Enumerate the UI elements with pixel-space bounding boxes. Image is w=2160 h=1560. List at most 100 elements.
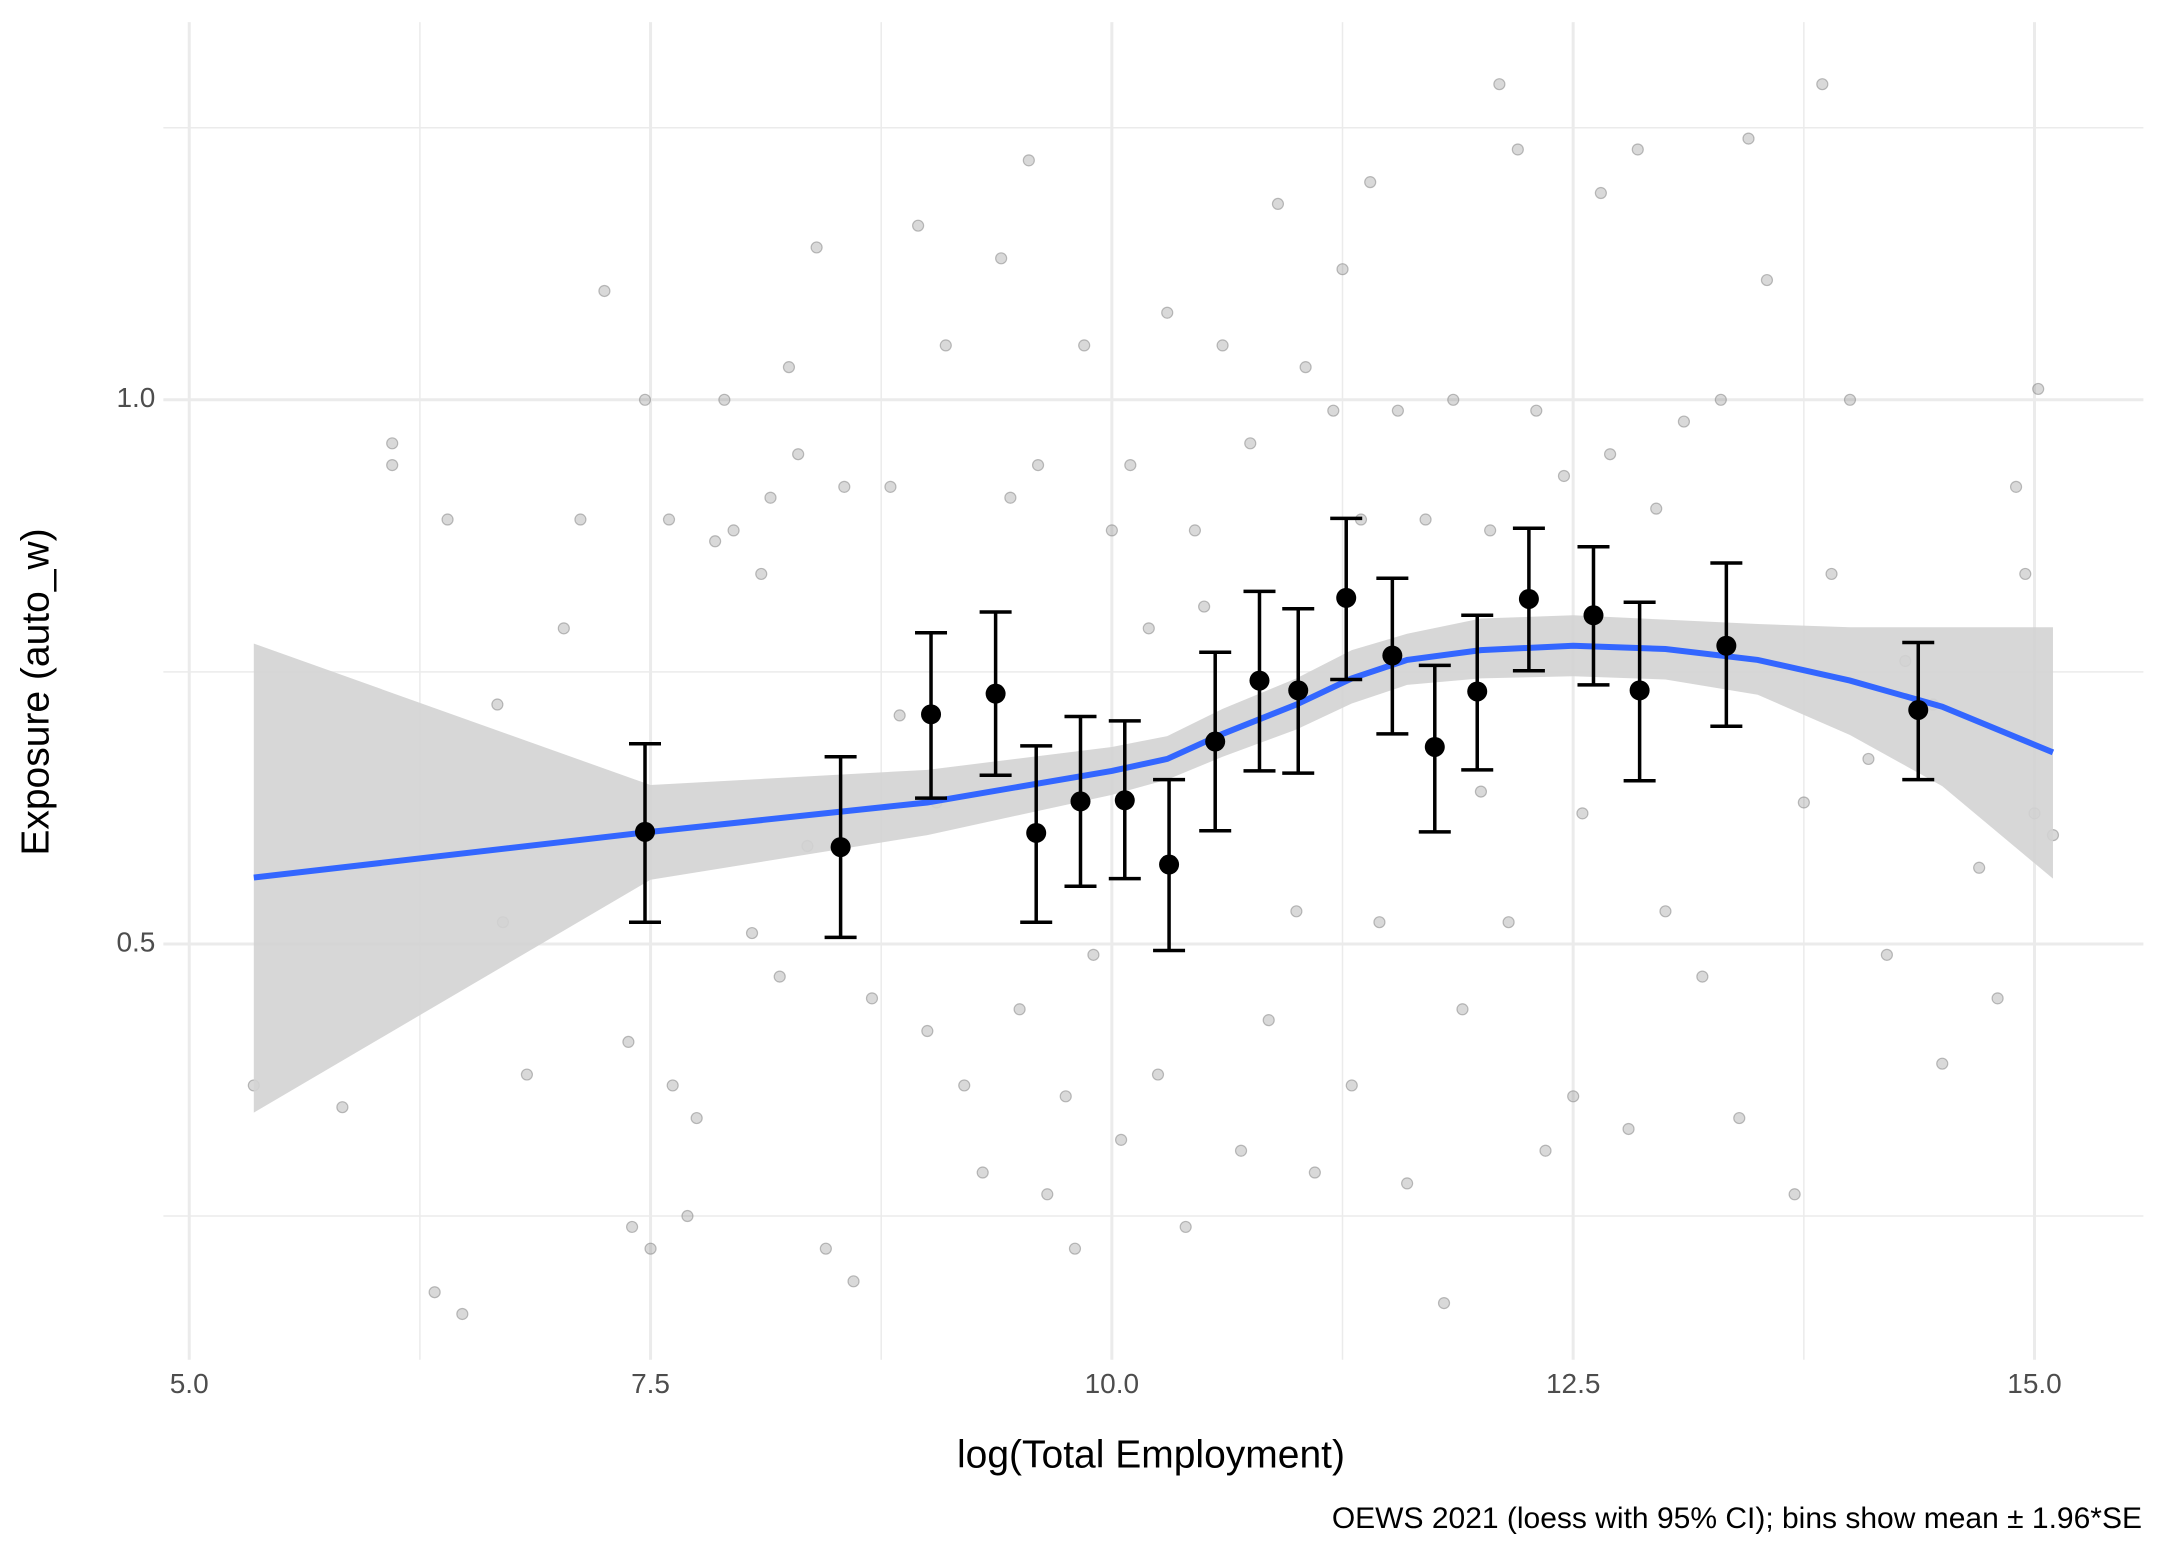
point: [1013, 1003, 1026, 1016]
bin-mean: [1908, 699, 1929, 720]
point: [1059, 1090, 1072, 1103]
caption: OEWS 2021 (loess with 95% CI); bins show…: [1332, 1502, 2142, 1535]
point: [1244, 437, 1257, 450]
point: [1622, 1122, 1635, 1136]
point: [386, 437, 399, 450]
point: [625, 1220, 639, 1234]
point: [921, 1024, 934, 1038]
point: [491, 698, 504, 711]
point: [709, 535, 722, 548]
point: [865, 992, 879, 1005]
point: [1631, 143, 1644, 156]
bin-mean: [1288, 680, 1309, 701]
point: [1290, 905, 1303, 918]
point: [773, 970, 786, 983]
point: [690, 1111, 703, 1125]
point: [1142, 622, 1155, 635]
point: [336, 1101, 349, 1114]
point: [1788, 1188, 1801, 1201]
point: [1271, 197, 1285, 211]
point: [893, 709, 906, 722]
point: [1373, 916, 1386, 929]
x-tick-label: 10.0: [1085, 1368, 1140, 1399]
point: [1401, 1177, 1414, 1190]
point: [1714, 393, 1727, 406]
point: [1843, 393, 1857, 406]
point: [1797, 796, 1810, 809]
point: [2019, 567, 2032, 581]
point: [782, 361, 796, 374]
point: [1078, 339, 1091, 352]
point: [1031, 458, 1045, 472]
point: [1364, 176, 1377, 189]
point: [1825, 567, 1838, 581]
point: [727, 524, 740, 537]
point: [1041, 1188, 1054, 1201]
bin-mean: [1336, 587, 1357, 608]
bin-mean: [1518, 588, 1539, 609]
point: [1299, 361, 1312, 374]
point: [1216, 339, 1229, 352]
point: [1659, 905, 1672, 918]
bin-mean: [1716, 635, 1737, 656]
point: [386, 458, 399, 472]
point: [428, 1286, 441, 1299]
point: [1511, 143, 1524, 156]
point: [557, 622, 570, 635]
point: [819, 1242, 832, 1255]
x-tick-label: 5.0: [170, 1368, 209, 1399]
point: [1308, 1166, 1321, 1179]
point: [1391, 404, 1404, 417]
point: [1880, 948, 1893, 961]
point: [745, 926, 759, 940]
point: [1419, 513, 1432, 526]
point: [456, 1307, 469, 1321]
y-axis-title: Exposure (auto_w): [14, 528, 57, 855]
x-tick-label: 12.5: [1546, 1368, 1601, 1399]
point: [1087, 948, 1100, 961]
point: [1936, 1057, 1949, 1070]
point: [976, 1166, 989, 1179]
point: [1327, 404, 1340, 417]
point: [1198, 600, 1211, 613]
x-tick-label: 7.5: [631, 1368, 670, 1399]
bin-mean: [1159, 854, 1180, 875]
point: [1114, 1133, 1128, 1146]
point: [1161, 306, 1174, 319]
point: [1124, 458, 1137, 472]
point: [1973, 861, 1986, 874]
point: [764, 491, 777, 504]
confidence-band: [253, 615, 2053, 1113]
point: [622, 1035, 635, 1049]
point: [1484, 524, 1497, 537]
point: [520, 1068, 534, 1081]
point: [1004, 491, 1017, 504]
point: [644, 1242, 657, 1255]
point: [1437, 1296, 1451, 1310]
point: [958, 1079, 971, 1092]
point: [666, 1079, 679, 1092]
point: [1603, 448, 1617, 461]
point: [1345, 1079, 1358, 1092]
point: [1493, 78, 1506, 91]
point: [1336, 263, 1349, 276]
point: [1539, 1144, 1552, 1157]
point: [884, 480, 897, 493]
bin-mean: [1382, 645, 1403, 666]
x-axis-title: log(Total Employment): [957, 1433, 1345, 1476]
y-tick-label: 0.5: [116, 926, 155, 957]
bin-mean: [1629, 680, 1650, 701]
point: [1022, 154, 1035, 167]
point: [1557, 469, 1571, 483]
point: [2009, 480, 2023, 493]
bin-mean: [1467, 681, 1488, 702]
bin-mean: [1249, 670, 1270, 691]
point: [1816, 78, 1829, 91]
point: [1677, 415, 1691, 428]
point: [1447, 393, 1460, 406]
point: [1105, 524, 1118, 537]
point: [1530, 404, 1543, 417]
bin-mean: [1583, 605, 1604, 626]
